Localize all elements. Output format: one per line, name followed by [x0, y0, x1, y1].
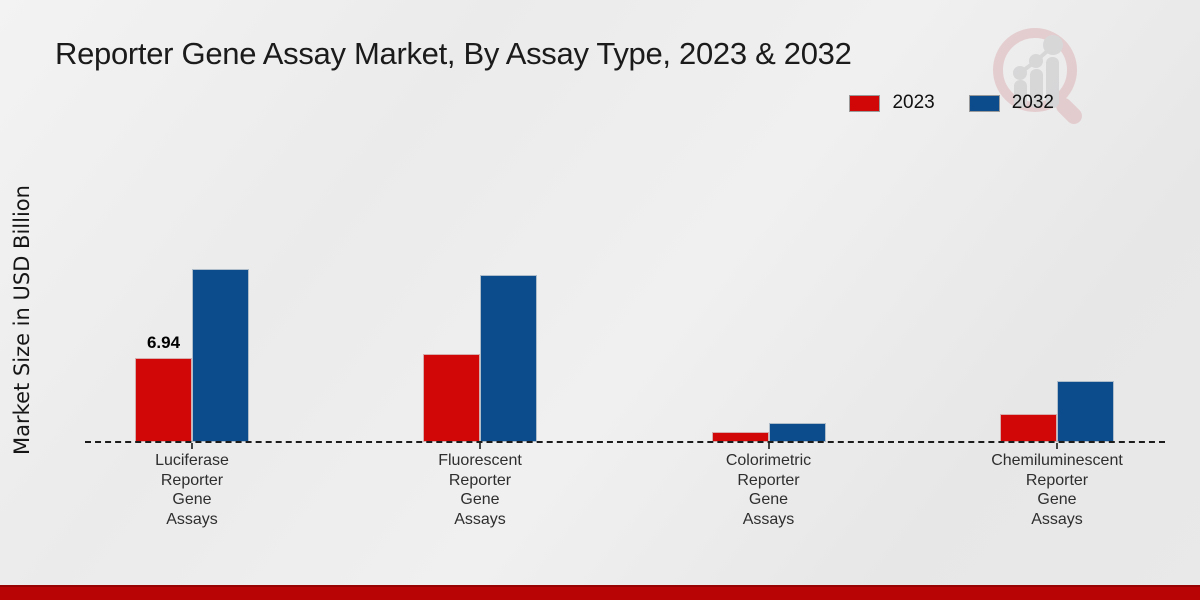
magnifier-growth-logo: [993, 28, 1082, 124]
bar-2032-colorimetric: [768, 423, 826, 442]
legend: 2023 2032: [849, 92, 1054, 114]
category-label: Fluorescent Reporter Gene Assays: [438, 452, 522, 528]
x-axis-tick: [1056, 443, 1058, 449]
bar-2023-chemiluminescent: [1000, 414, 1057, 442]
bar-2032-chemiluminescent: [1057, 381, 1114, 442]
bar-data-label: 6.94: [146, 333, 181, 352]
x-axis-tick: [191, 443, 193, 449]
chart-title: Reporter Gene Assay Market, By Assay Typ…: [55, 36, 852, 71]
legend-item-2032: 2032: [968, 92, 1054, 114]
bar-2023-fluorescent: [423, 354, 480, 442]
footer-red-band: [0, 585, 1200, 600]
legend-swatch-2032: [968, 94, 1000, 112]
category-label: Colorimetric Reporter Gene Assays: [725, 452, 812, 528]
bar-2032-fluorescent: [480, 275, 537, 442]
x-axis-tick: [479, 443, 481, 449]
growth-bars-icon: [1013, 35, 1063, 108]
bar-2032-luciferase: [192, 269, 249, 442]
x-axis-tick: [767, 443, 770, 449]
category-label: Chemiluminescent Reporter Gene Assays: [991, 452, 1123, 528]
legend-label-2032: 2032: [1011, 92, 1054, 113]
legend-item-2023: 2023: [849, 92, 935, 114]
legend-label-2023: 2023: [892, 92, 935, 113]
legend-swatch-2023: [849, 94, 881, 112]
category-label: Luciferase Reporter Gene Assays: [155, 452, 229, 528]
bar-2023-luciferase: [135, 358, 192, 442]
x-axis-line: [85, 441, 1165, 443]
